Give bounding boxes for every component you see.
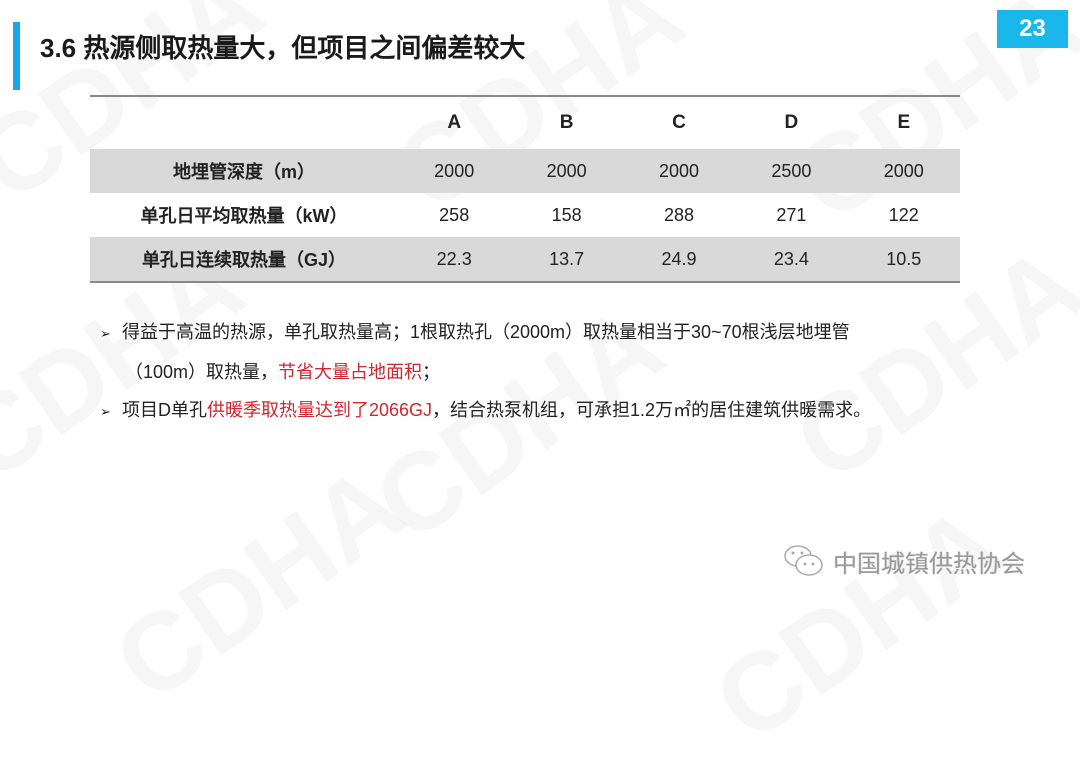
header-cell: D <box>784 112 799 133</box>
page-number: 23 <box>997 10 1068 48</box>
footer-brand: 中国城镇供热协会 <box>783 543 1025 579</box>
table-cell: 2500 <box>735 149 848 193</box>
bullet-text: ，结合热泵机组，可承担1.2万㎡的居住建筑供暖需求。 <box>432 400 872 420</box>
table-cell: 158 <box>551 204 582 225</box>
table-cell: 2000 <box>398 149 511 193</box>
header-cell: E <box>897 112 911 133</box>
title-accent-bar <box>13 22 20 90</box>
bullet-list: ➢ 得益于高温的热源，单孔取热量高；1根取热孔（2000m）取热量相当于30~70… <box>100 313 871 431</box>
header-cell: A <box>447 112 462 133</box>
table-cell: 2000 <box>847 149 960 193</box>
table-cell: 22.3 <box>398 237 511 282</box>
table-cell: 122 <box>888 204 919 225</box>
wechat-icon <box>784 545 823 576</box>
table-row: 单孔日平均取热量（kW） 258 158 288 271 122 <box>90 193 960 237</box>
bullet-text: ； <box>422 362 441 382</box>
table-header-row: A B C D E <box>90 96 960 149</box>
table-cell: 13.7 <box>510 237 623 282</box>
bullet-continuation: （100m）取热量，节省大量占地面积； <box>100 353 871 391</box>
data-table: A B C D E 地埋管深度（m） 2000 2000 2000 2500 2… <box>90 95 960 283</box>
table-cell: 2000 <box>510 149 623 193</box>
highlighted-text: 节省大量占地面积 <box>278 362 423 382</box>
watermark: CDHA <box>692 480 1025 766</box>
table-row: 单孔日连续取热量（GJ） 22.3 13.7 24.9 23.4 10.5 <box>90 237 960 282</box>
table-cell: 24.9 <box>622 237 736 282</box>
table-cell: 2000 <box>622 149 736 193</box>
watermark: CDHA <box>92 440 425 726</box>
row-label: 单孔日连续取热量（GJ） <box>90 237 398 282</box>
bullet-text: 得益于高温的热源，单孔取热量高；1根取热孔（2000m）取热量相当于30~70根… <box>122 322 850 342</box>
bullet-item: ➢ 项目D单孔供暖季取热量达到了2066GJ，结合热泵机组，可承担1.2万㎡的居住… <box>100 391 871 431</box>
row-label: 单孔日平均取热量（kW） <box>140 206 348 226</box>
highlighted-text: 供暖季取热量达到了2066GJ <box>207 400 433 420</box>
row-label: 地埋管深度（m） <box>90 149 398 193</box>
arrow-bullet-icon: ➢ <box>100 404 111 419</box>
header-cell <box>90 96 398 149</box>
bullet-item: ➢ 得益于高温的热源，单孔取热量高；1根取热孔（2000m）取热量相当于30~70… <box>100 313 871 353</box>
footer-text: 中国城镇供热协会 <box>833 550 1025 578</box>
header-cell: C <box>672 112 686 133</box>
arrow-bullet-icon: ➢ <box>100 326 111 341</box>
header-cell: B <box>559 112 574 133</box>
table-cell: 271 <box>776 204 807 225</box>
bullet-text: 项目D单孔 <box>122 400 207 420</box>
table-cell: 23.4 <box>735 237 848 282</box>
page-title: 3.6 热源侧取热量大，但项目之间偏差较大 <box>40 33 526 63</box>
table-cell: 10.5 <box>847 237 960 282</box>
table-cell: 288 <box>663 204 694 225</box>
table-cell: 258 <box>439 204 470 225</box>
table-row: 地埋管深度（m） 2000 2000 2000 2500 2000 <box>90 149 960 193</box>
bullet-text: （100m）取热量， <box>125 362 279 382</box>
